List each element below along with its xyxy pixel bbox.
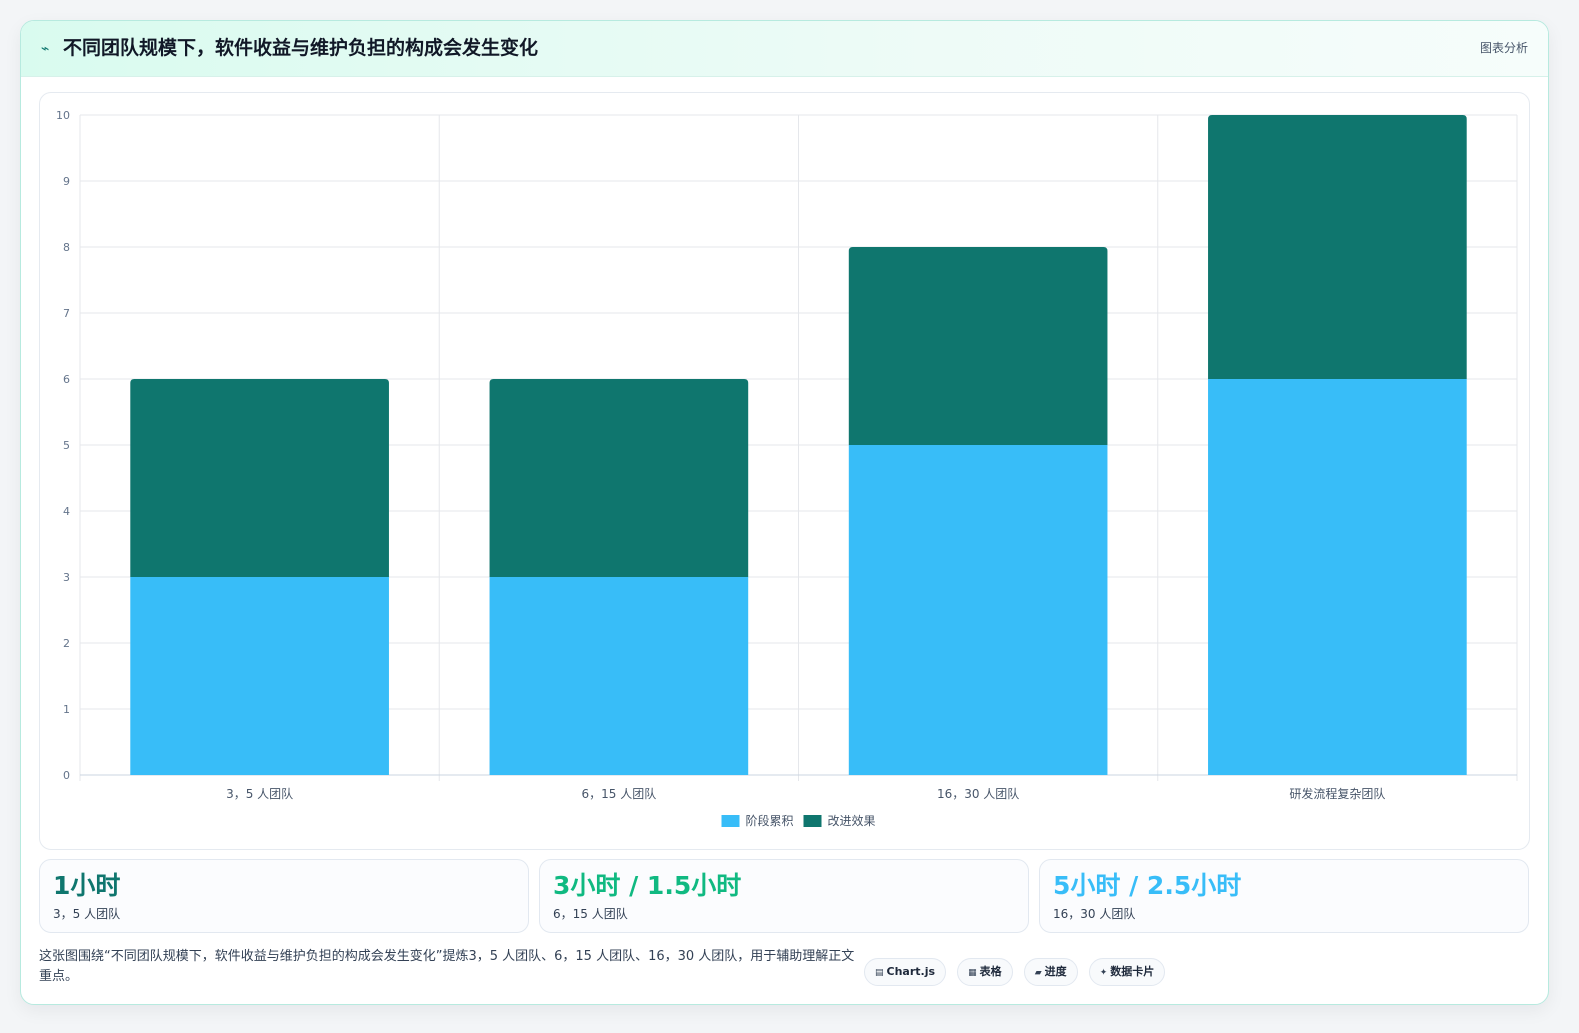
stat-label: 6，15 人团队 [553, 907, 628, 921]
page-title: 不同团队规模下，软件收益与维护负担的构成会发生变化 [63, 37, 539, 59]
y-tick-label: 9 [63, 175, 70, 188]
sparkle-icon: ✦ [1099, 968, 1108, 978]
stat-label: 16，30 人团队 [1053, 907, 1136, 921]
x-tick-label: 3，5 人团队 [226, 786, 293, 801]
card-header: ⌁ 不同团队规模下，软件收益与维护负担的构成会发生变化 图表分析 [21, 21, 1548, 77]
bar-segment-1 [489, 577, 749, 775]
stat-label: 3，5 人团队 [53, 907, 121, 921]
stat-card-1: 1小时 3，5 人团队 [39, 859, 529, 933]
bar-segment-2 [489, 379, 749, 577]
y-tick-label: 4 [63, 505, 70, 518]
legend-swatch [721, 815, 740, 827]
chip-progress[interactable]: ▰ 进度 [1023, 958, 1078, 986]
x-tick-label: 16，30 人团队 [937, 786, 1019, 801]
chip-data-card[interactable]: ✦ 数据卡片 [1088, 958, 1166, 986]
y-tick-label: 8 [63, 241, 70, 254]
legend-label: 阶段累积 [746, 813, 794, 828]
x-tick-label: 6，15 人团队 [582, 786, 657, 801]
x-tick-label: 研发流程复杂团队 [1289, 786, 1385, 801]
y-tick-label: 10 [56, 109, 70, 122]
stat-value: 3小时 / 1.5小时 [553, 871, 742, 900]
chip-label: Chart.js [886, 965, 936, 978]
chart-description: 这张图围绕“不同团队规模下，软件收益与维护负担的构成会发生变化”提炼3，5 人团… [39, 949, 855, 984]
y-tick-label: 6 [63, 373, 70, 386]
chip-label: 进度 [1044, 965, 1067, 978]
bar-segment-2 [130, 379, 389, 577]
bar-segment-1 [130, 577, 389, 775]
stat-value: 1小时 [53, 871, 121, 900]
bar-segment-2 [848, 247, 1108, 445]
stat-value: 5小时 / 2.5小时 [1053, 871, 1242, 900]
y-tick-label: 5 [63, 439, 70, 452]
bar-segment-1 [1208, 379, 1467, 775]
chart-panel: 0 1 2 3 4 5 6 7 8 9 10 3，5 人团队 6，15 人团队 16，30 人团队 研发流程… [39, 92, 1530, 850]
y-tick-label: 0 [63, 769, 70, 782]
table-icon: ▦ [968, 968, 977, 978]
bar-segment-1 [848, 445, 1108, 775]
stat-card-2: 3小时 / 1.5小时 6，15 人团队 [539, 859, 1029, 933]
chip-table[interactable]: ▦ 表格 [957, 958, 1013, 986]
trend-icon: ⌁ [41, 41, 50, 57]
progress-icon: ▰ [1034, 968, 1042, 978]
y-tick-label: 3 [63, 571, 70, 584]
chip-label: 表格 [979, 965, 1002, 978]
legend-swatch [803, 815, 822, 827]
stat-card-3: 5小时 / 2.5小时 16，30 人团队 [1039, 859, 1529, 933]
chip-chartjs[interactable]: ▤ Chart.js [864, 958, 947, 986]
y-tick-label: 7 [63, 307, 70, 320]
chart-icon: ▤ [875, 968, 884, 978]
legend-label: 改进效果 [828, 813, 876, 828]
bar-segment-2 [1208, 115, 1467, 379]
chip-label: 数据卡片 [1110, 965, 1155, 978]
tech-chips: ▤ Chart.js ▦ 表格 ▰ 进度 ✦ 数据卡片 [864, 958, 1171, 986]
y-tick-label: 1 [63, 703, 70, 716]
y-tick-label: 2 [63, 637, 70, 650]
stacked-bar-chart: 0 1 2 3 4 5 6 7 8 9 10 3，5 人团队 6，15 人团队 16，30 人团队 研发流程… [56, 109, 1518, 828]
chart-card: ⌁ 不同团队规模下，软件收益与维护负担的构成会发生变化 图表分析 0 1 2 3 4 5 6… [20, 20, 1549, 1005]
stat-cards: 1小时 3，5 人团队 3小时 / 1.5小时 6，15 人团队 5小时 / 2… [39, 859, 1530, 934]
chart-analysis-tag: 图表分析 [1479, 41, 1528, 55]
